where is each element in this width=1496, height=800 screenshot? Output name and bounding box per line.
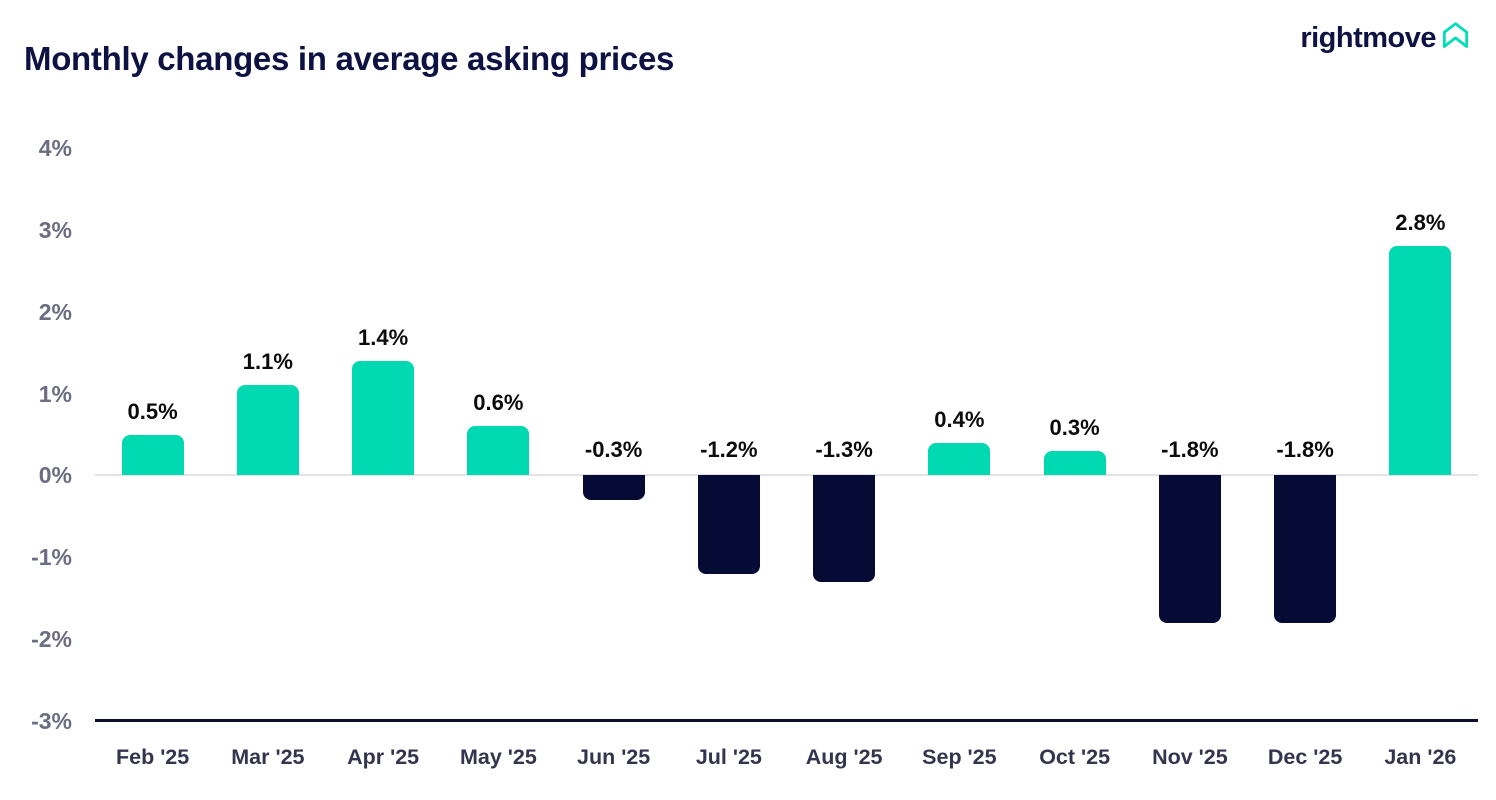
x-axis-label-aug-25: Aug '25 — [805, 745, 883, 769]
bar-feb-25 — [121, 434, 184, 476]
x-axis-label-sep-25: Sep '25 — [922, 745, 997, 769]
x-axis-label-jul-25: Jul '25 — [695, 745, 762, 769]
house-chevron-icon — [1442, 22, 1469, 48]
y-axis-tick-1pct: 1% — [38, 380, 72, 407]
bar-oct-25 — [1043, 450, 1106, 476]
rightmove-logo-text: rightmove — [1300, 22, 1436, 54]
y-axis-tick-4pct: 4% — [38, 135, 72, 161]
bar-nov-25 — [1158, 475, 1221, 623]
y-axis-tick-neg3pct: -3% — [31, 708, 72, 734]
x-axis-label-dec-25: Dec '25 — [1267, 745, 1343, 769]
x-axis-label-mar-25: Mar '25 — [231, 745, 305, 769]
bar-jun-25 — [582, 475, 645, 500]
bar-value-label-mar-25: 1.1% — [242, 349, 293, 375]
bar-value-label-may-25: 0.6% — [473, 390, 524, 416]
page-title: Monthly changes in average asking prices — [24, 40, 675, 77]
rightmove-logo: rightmove — [1300, 22, 1470, 55]
y-axis-tick-neg2pct: -2% — [31, 626, 72, 653]
y-axis-tick-3pct: 3% — [38, 216, 72, 243]
bar-value-label-nov-25: -1.8% — [1161, 437, 1219, 463]
x-axis-label-nov-25: Nov '25 — [1152, 745, 1228, 769]
x-axis-labels: Feb '25 Mar '25 Apr '25 May '25 Jun '25 Jul '… — [95, 744, 1478, 774]
bar-aug-25 — [813, 475, 876, 582]
bar-value-label-feb-25: 0.5% — [127, 398, 178, 424]
bar-value-label-jul-25: -1.2% — [700, 437, 758, 463]
bar-mar-25 — [236, 385, 299, 476]
bar-value-label-apr-25: 1.4% — [358, 324, 409, 350]
y-axis-tick-neg1pct: -1% — [31, 544, 72, 571]
x-axis-line — [95, 719, 1478, 722]
bar-value-label-sep-25: 0.4% — [934, 406, 985, 432]
bar-jan-26 — [1389, 246, 1452, 476]
bar-value-label-jun-25: -0.3% — [584, 437, 643, 463]
y-axis: 4% 3% 2% 1% 0% -1% -2% -3% — [0, 135, 72, 751]
x-axis-label-feb-25: Feb '25 — [116, 745, 190, 769]
bar-dec-25 — [1274, 475, 1337, 623]
zero-gridline — [95, 474, 1478, 477]
x-axis-label-may-25: May '25 — [459, 745, 537, 769]
bar-jul-25 — [697, 475, 760, 574]
bar-sep-25 — [928, 442, 991, 476]
bar-value-label-dec-25: -1.8% — [1276, 437, 1334, 463]
bar-value-label-aug-25: -1.3% — [815, 437, 873, 463]
bar-may-25 — [467, 426, 530, 476]
y-axis-tick-2pct: 2% — [38, 298, 72, 325]
x-axis-label-oct-25: Oct '25 — [1039, 745, 1111, 769]
bar-apr-25 — [352, 360, 415, 476]
bar-value-label-jan-26: 2.8% — [1395, 210, 1446, 236]
plot-area: 0.5% 1.1% 1.4% 0.6% -0.3% -1.2% -1.3% 0.4% 0.3% -… — [95, 148, 1478, 724]
y-axis-tick-0pct: 0% — [38, 462, 72, 489]
x-axis-label-jun-25: Jun '25 — [577, 745, 651, 769]
bar-value-label-oct-25: 0.3% — [1049, 414, 1100, 440]
x-axis-label-apr-25: Apr '25 — [347, 745, 420, 769]
x-axis-label-jan-26: Jan '26 — [1384, 745, 1457, 769]
